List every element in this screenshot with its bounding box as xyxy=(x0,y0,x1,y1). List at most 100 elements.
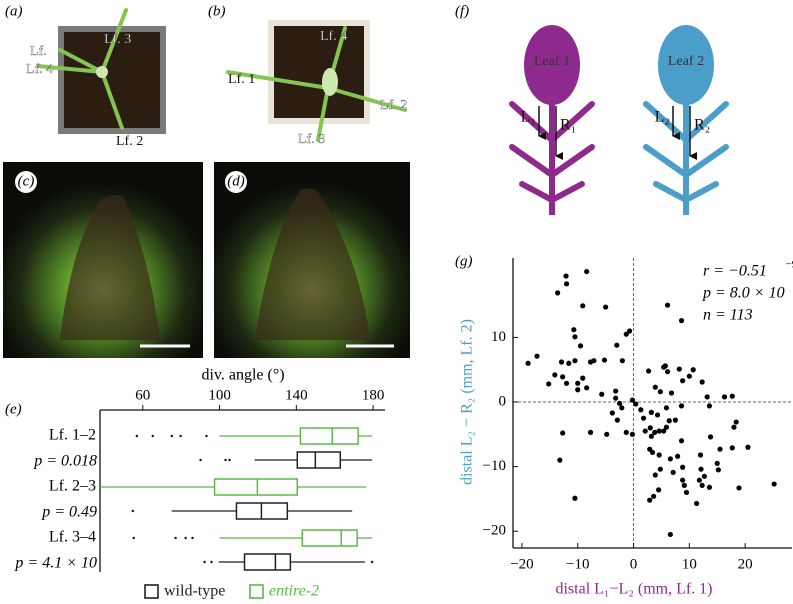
point xyxy=(580,375,586,381)
panel-label: (f) xyxy=(455,3,469,19)
point xyxy=(613,395,619,401)
point xyxy=(647,497,653,503)
branch xyxy=(549,144,595,178)
point xyxy=(652,472,658,478)
leaf-label: Lf. 4 xyxy=(26,62,53,77)
point xyxy=(680,464,686,470)
point xyxy=(604,431,610,437)
branch xyxy=(643,144,689,178)
point xyxy=(698,466,704,472)
photo-a xyxy=(36,8,166,134)
photo-c xyxy=(3,162,203,358)
point xyxy=(651,493,657,499)
arrow-label: R₂ xyxy=(694,117,710,134)
point xyxy=(638,407,644,413)
y-tick-label: 10 xyxy=(491,329,506,345)
point xyxy=(657,389,663,395)
outlier xyxy=(184,536,187,540)
point xyxy=(642,428,648,434)
point xyxy=(609,410,615,416)
point xyxy=(563,281,570,287)
point xyxy=(552,372,558,378)
point xyxy=(560,430,566,436)
panel-badge xyxy=(15,171,37,193)
leaf-label: Lf. 2 xyxy=(116,134,143,149)
leaf-blade xyxy=(658,25,714,105)
y-tick-label: 0 xyxy=(499,393,507,409)
point xyxy=(714,460,720,466)
outlier xyxy=(191,536,194,540)
point xyxy=(680,477,686,483)
branch xyxy=(683,144,729,178)
point xyxy=(667,531,673,538)
point xyxy=(721,394,728,400)
point xyxy=(616,400,623,406)
point xyxy=(640,415,647,421)
point xyxy=(666,418,672,424)
category-label: Lf. 1–2 xyxy=(49,427,96,444)
point xyxy=(652,384,658,390)
point xyxy=(664,302,671,308)
leaf-label: Lf. xyxy=(30,44,47,59)
point xyxy=(584,268,590,275)
point xyxy=(736,485,742,491)
photo-labels: (a) Lf. 3 Lf. Lf. 4 Lf. 2 (b) Lf. 4 Lf. 1 Lf. 2 L… xyxy=(5,3,407,193)
point xyxy=(733,419,739,425)
x-axis-title: distal L₁−L₂ (mm, Lf. 1) xyxy=(555,581,712,598)
point xyxy=(701,473,707,479)
point xyxy=(729,445,735,451)
x-tick-label: 20 xyxy=(738,556,753,572)
point xyxy=(699,482,705,488)
box xyxy=(243,553,292,571)
outlier xyxy=(210,560,213,564)
box xyxy=(299,427,359,445)
point xyxy=(557,457,563,463)
y-tick-label: −10 xyxy=(483,458,506,474)
point xyxy=(745,444,751,450)
photo-b xyxy=(226,20,407,142)
panel-label: (d) xyxy=(227,173,245,189)
point xyxy=(771,481,777,487)
point xyxy=(678,318,685,324)
legend-swatch xyxy=(144,584,159,599)
x-tick-label: −10 xyxy=(566,556,589,572)
point xyxy=(629,431,636,437)
point xyxy=(645,368,652,374)
arrow-label: L₁ xyxy=(521,109,536,126)
point xyxy=(717,446,723,452)
point xyxy=(678,438,685,444)
outlier xyxy=(203,560,206,564)
point xyxy=(572,358,578,364)
point xyxy=(670,469,676,476)
point xyxy=(584,385,590,391)
branch xyxy=(683,181,719,203)
point xyxy=(690,367,696,373)
point xyxy=(696,477,702,483)
stat-annotation: r = −0.51 xyxy=(703,263,767,280)
outlier xyxy=(132,536,135,540)
p-value: p = 0.018 xyxy=(33,453,97,470)
point xyxy=(591,358,597,364)
outlier xyxy=(174,536,177,540)
point xyxy=(707,434,714,440)
leaf-blade xyxy=(524,25,580,105)
branch xyxy=(549,101,595,143)
panel-label: (c) xyxy=(18,173,35,189)
outlier xyxy=(199,458,202,462)
point xyxy=(633,401,639,407)
legend-label: wild-type xyxy=(164,583,225,600)
point xyxy=(680,378,686,384)
point xyxy=(566,360,572,366)
leaf-name: Leaf 2 xyxy=(668,54,704,69)
legend-label: entire-2 xyxy=(269,583,319,600)
outlier xyxy=(370,560,374,564)
point xyxy=(715,467,721,473)
point xyxy=(525,360,531,366)
point xyxy=(614,417,620,423)
panel-label: (g) xyxy=(455,253,473,269)
branch xyxy=(519,181,555,203)
outlier xyxy=(151,434,154,438)
arrow-label: L₂ xyxy=(655,109,670,126)
leaf-label: Lf. 3 xyxy=(298,132,325,147)
point xyxy=(575,380,581,386)
